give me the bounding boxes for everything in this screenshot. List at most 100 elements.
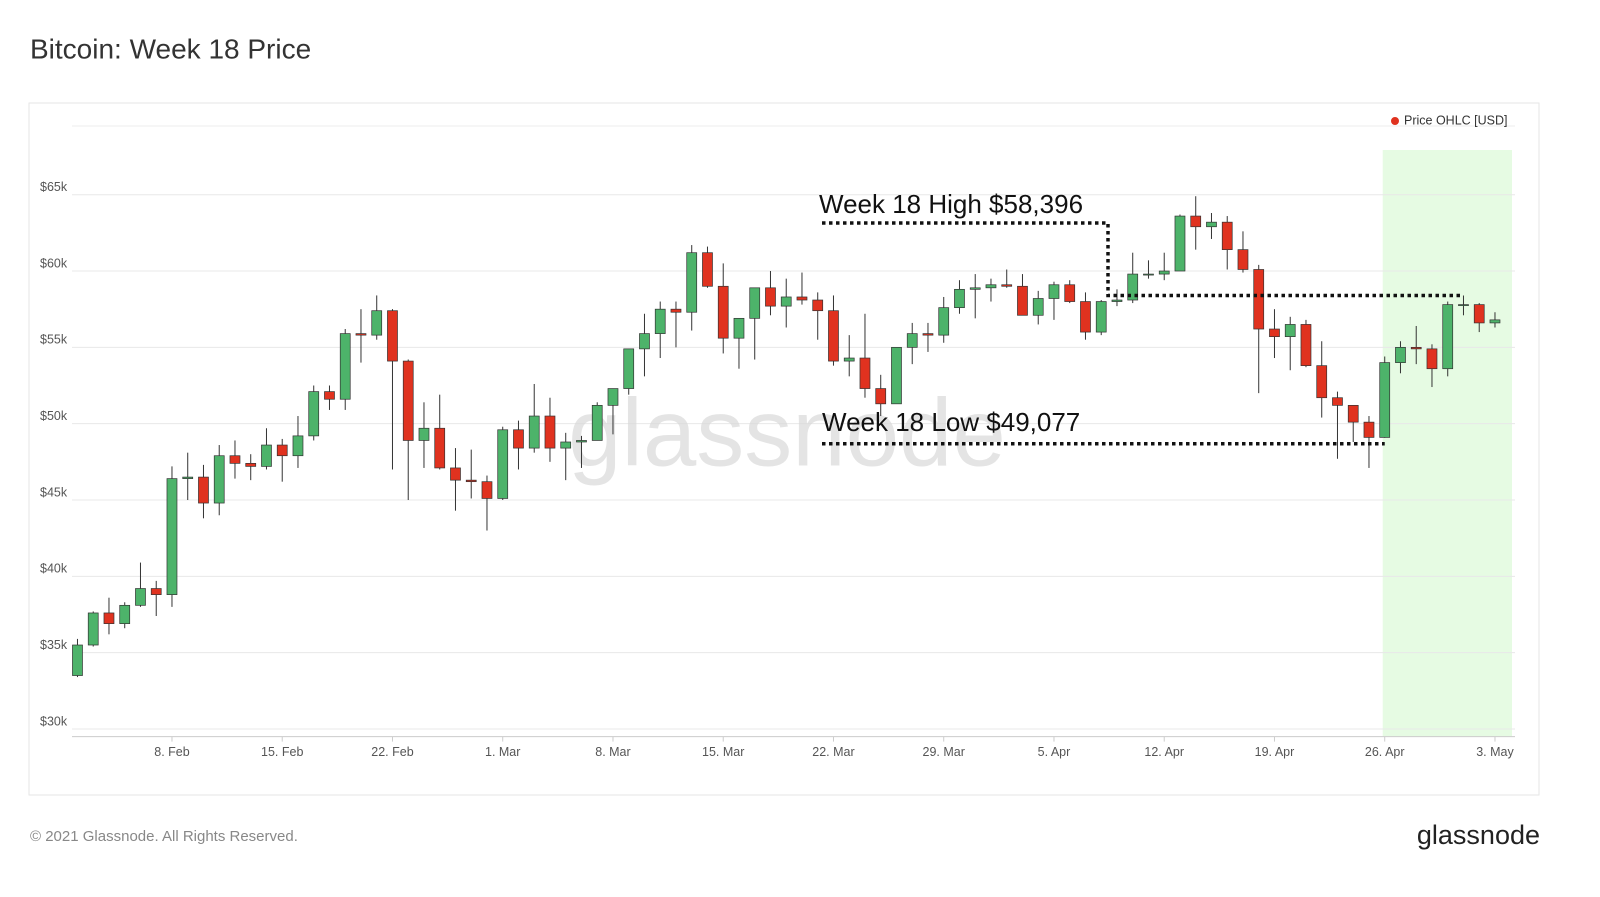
candle-body: [1080, 301, 1091, 333]
candle-body: [576, 440, 587, 443]
x-tick-label: 26. Apr: [1365, 745, 1405, 759]
candle-body: [544, 415, 556, 449]
candle-body: [1316, 365, 1328, 399]
x-tick-label: 3. May: [1476, 745, 1514, 759]
candle-body: [308, 391, 320, 437]
candle-body: [387, 310, 398, 362]
candle-body: [828, 310, 839, 362]
candle-body: [1017, 285, 1028, 316]
candle-body: [355, 333, 367, 336]
y-tick-label: $40k: [40, 562, 68, 576]
candle-body: [1300, 324, 1312, 367]
candle-body: [1332, 397, 1343, 406]
watermark: glassnode: [568, 379, 1006, 486]
candle-body: [371, 310, 383, 336]
candle-body: [1143, 273, 1154, 276]
x-tick-label: 8. Feb: [154, 745, 189, 759]
candle-body: [654, 308, 666, 334]
candle-body: [922, 333, 934, 336]
candle-body: [780, 296, 792, 307]
y-tick-label: $65k: [40, 180, 68, 194]
legend-label: Price OHLC [USD]: [1404, 113, 1508, 127]
candle-body: [528, 415, 540, 449]
candle-body: [1190, 215, 1202, 228]
candle-body: [560, 441, 572, 449]
candle-body: [607, 388, 619, 406]
candle-body: [324, 391, 335, 400]
candle-body: [481, 481, 493, 499]
candle-body: [812, 299, 824, 312]
candle-body: [434, 427, 446, 469]
plot: $30k $35k $40k $45k $50k $55k $60k $65k 8. Feb 15…: [40, 113, 1515, 759]
candle-body: [229, 455, 241, 464]
candle-body: [670, 308, 682, 313]
candle-body: [1473, 304, 1485, 324]
x-tick-label: 15. Mar: [702, 745, 744, 759]
candle-body: [686, 252, 698, 313]
candle-body: [166, 478, 178, 595]
candle-body: [702, 252, 713, 287]
y-tick-label: $60k: [40, 256, 68, 270]
x-tick-label: 19. Apr: [1255, 745, 1295, 759]
annotation-line: [822, 221, 1464, 298]
candle-body: [513, 429, 524, 449]
x-tick-label: 15. Feb: [261, 745, 303, 759]
chart-title: Bitcoin: Week 18 Price: [30, 33, 311, 64]
candle-body: [150, 588, 162, 595]
candle-body: [1064, 284, 1076, 302]
candle-body: [1221, 221, 1233, 250]
candle-body: [213, 455, 225, 504]
y-tick-label: $55k: [40, 333, 68, 347]
x-tick-label: 22. Mar: [812, 745, 854, 759]
candle-body: [402, 360, 414, 441]
candle-body: [1001, 284, 1013, 287]
x-tick-label: 5. Apr: [1038, 745, 1071, 759]
candle-body: [859, 357, 871, 389]
candle-body: [954, 288, 965, 309]
candle-body: [1410, 346, 1422, 350]
candle-body: [639, 333, 650, 350]
candle-body: [796, 296, 808, 301]
candle-body: [717, 285, 729, 339]
y-tick-label: $45k: [40, 485, 68, 499]
logo: glassnode: [1417, 820, 1540, 850]
x-tick-label: 1. Mar: [485, 745, 520, 759]
candle-body: [985, 284, 997, 289]
candle-body: [733, 317, 745, 339]
annotation: Week 18 Low $49,077: [822, 407, 1080, 437]
candle-body: [969, 287, 981, 290]
candle-body: [1347, 404, 1359, 423]
candle-body: [938, 307, 950, 336]
y-tick-label: $30k: [40, 714, 68, 728]
y-tick-label: $35k: [40, 638, 68, 652]
candle-body: [497, 429, 509, 499]
candle-body: [135, 588, 146, 606]
candle-body: [1269, 328, 1280, 338]
candle-body: [198, 476, 209, 504]
candle-body: [623, 348, 635, 389]
candle-body: [1442, 304, 1454, 370]
candle-body: [87, 612, 99, 646]
candle-body: [1111, 299, 1123, 302]
candle-body: [261, 444, 272, 467]
annotation: Week 18 High $58,396: [819, 189, 1083, 219]
candle-body: [292, 435, 304, 457]
candle-body: [875, 388, 887, 405]
x-tick-label: 29. Mar: [923, 745, 965, 759]
candle-body: [1363, 421, 1375, 438]
candle-body: [1284, 324, 1296, 338]
candle-body: [1489, 319, 1501, 324]
candle-body: [182, 476, 194, 479]
candle-body: [1127, 273, 1139, 301]
y-tick-label: $50k: [40, 409, 68, 423]
candle-body: [765, 287, 776, 307]
candle-body: [1379, 362, 1391, 438]
candle-body: [1395, 346, 1406, 363]
x-tick-label: 22. Feb: [371, 745, 413, 759]
x-tick-label: 12. Apr: [1144, 745, 1184, 759]
candle-body: [1237, 249, 1249, 270]
candle-body: [1032, 298, 1044, 316]
highlight-region: [1382, 150, 1512, 737]
candle-body: [72, 644, 83, 676]
candle-body: [276, 444, 288, 457]
